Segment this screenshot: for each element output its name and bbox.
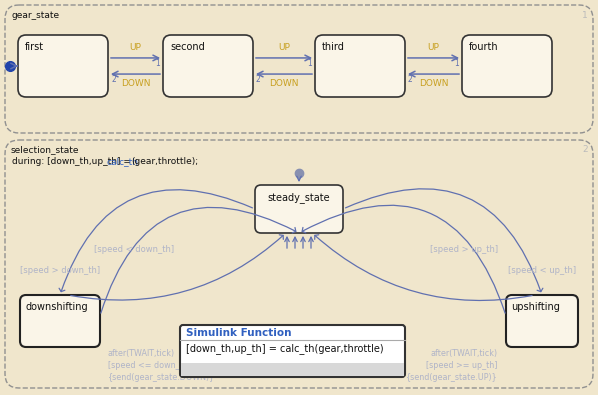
Text: during: [down_th,up_th] =: during: [down_th,up_th] =	[12, 157, 134, 166]
Text: [speed < up_th]: [speed < up_th]	[508, 266, 576, 275]
FancyBboxPatch shape	[18, 35, 108, 97]
Text: DOWN: DOWN	[121, 79, 150, 88]
FancyBboxPatch shape	[5, 140, 593, 388]
Bar	[181, 363, 404, 376]
FancyBboxPatch shape	[20, 295, 100, 347]
Text: steady_state: steady_state	[268, 192, 330, 203]
Text: after(TWAIT,tick)
[speed <= down_th]
{send(gear_state.DOWN)}: after(TWAIT,tick) [speed <= down_th] {se…	[108, 349, 215, 382]
Text: third: third	[322, 42, 345, 52]
Text: [speed > down_th]: [speed > down_th]	[20, 266, 100, 275]
Text: DOWN: DOWN	[419, 79, 448, 88]
Text: (gear,throttle);: (gear,throttle);	[132, 157, 199, 166]
Text: selection_state: selection_state	[11, 145, 80, 154]
Text: second: second	[170, 42, 205, 52]
Text: 2: 2	[408, 75, 413, 84]
Text: gear_state: gear_state	[11, 11, 59, 20]
FancyBboxPatch shape	[506, 295, 578, 347]
Text: after(TWAIT,tick)
[speed >= up_th]
{send(gear_state.UP)}: after(TWAIT,tick) [speed >= up_th] {send…	[406, 349, 498, 382]
FancyBboxPatch shape	[5, 5, 593, 133]
Text: Simulink Function: Simulink Function	[186, 328, 291, 338]
Text: fourth: fourth	[469, 42, 499, 52]
FancyBboxPatch shape	[255, 185, 343, 233]
Text: 1: 1	[307, 59, 312, 68]
FancyBboxPatch shape	[180, 325, 405, 377]
Text: UP: UP	[428, 43, 440, 52]
FancyBboxPatch shape	[163, 35, 253, 97]
Text: upshifting: upshifting	[511, 302, 560, 312]
Text: UP: UP	[278, 43, 290, 52]
Text: 2: 2	[111, 75, 116, 84]
Text: [speed < down_th]: [speed < down_th]	[94, 245, 175, 254]
FancyBboxPatch shape	[462, 35, 552, 97]
Text: calc_th: calc_th	[106, 157, 138, 166]
Text: first: first	[25, 42, 44, 52]
Text: UP: UP	[130, 43, 142, 52]
Text: 2: 2	[582, 145, 588, 154]
Text: [down_th,up_th] = calc_th(gear,throttle): [down_th,up_th] = calc_th(gear,throttle)	[186, 343, 384, 354]
Text: 1: 1	[454, 59, 459, 68]
FancyBboxPatch shape	[315, 35, 405, 97]
Text: 2: 2	[256, 75, 261, 84]
Text: 1: 1	[155, 59, 160, 68]
Text: 1: 1	[582, 11, 588, 20]
Text: [speed > up_th]: [speed > up_th]	[429, 245, 498, 254]
Text: DOWN: DOWN	[269, 79, 299, 88]
Text: downshifting: downshifting	[25, 302, 88, 312]
